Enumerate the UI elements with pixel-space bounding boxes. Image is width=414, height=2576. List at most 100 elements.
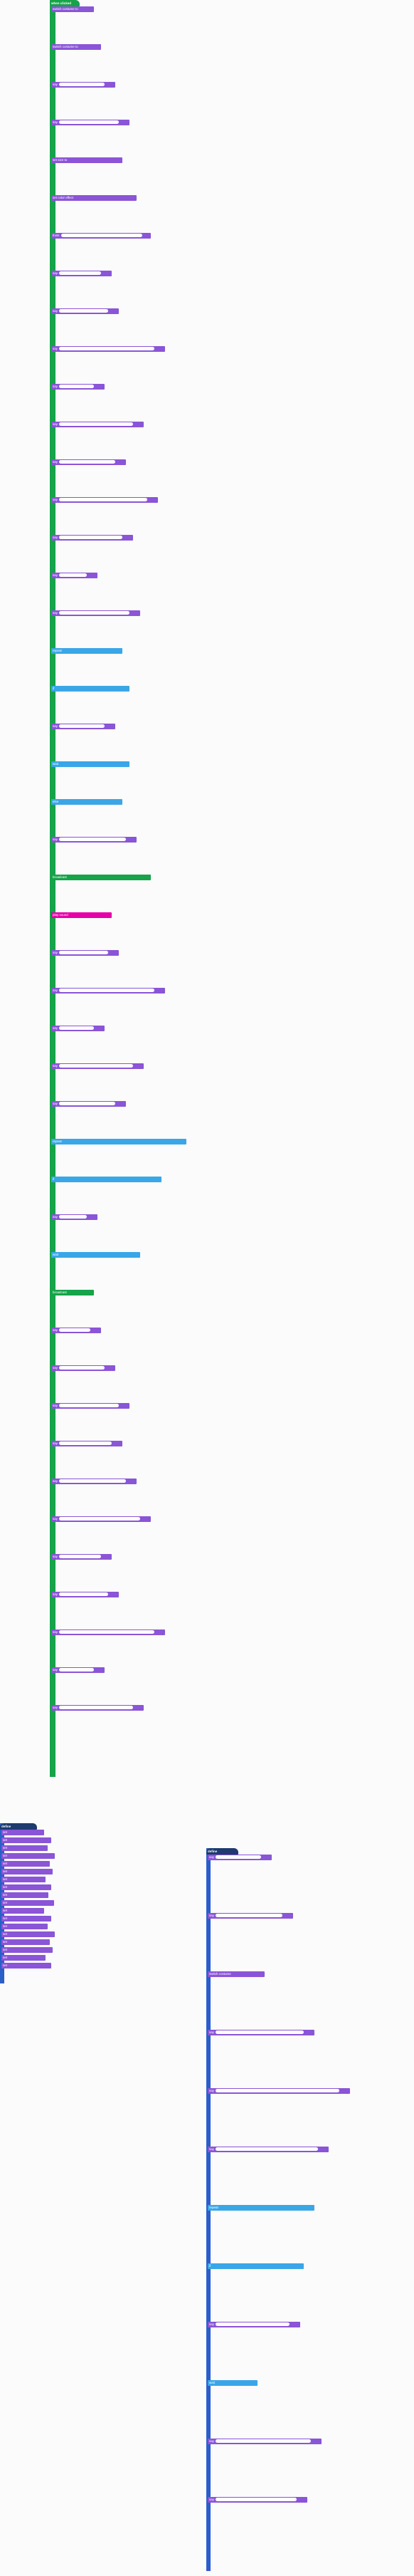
text-input[interactable] <box>59 611 130 615</box>
text-input[interactable] <box>59 838 127 842</box>
text-input[interactable] <box>59 1215 87 1219</box>
text-input[interactable] <box>59 573 87 578</box>
text-input[interactable] <box>59 347 155 351</box>
main-block[interactable]: think <box>51 233 151 239</box>
main-block[interactable]: say <box>51 837 137 843</box>
text-input[interactable] <box>59 536 123 540</box>
main-block[interactable]: say <box>51 1214 97 1220</box>
main-block[interactable]: switch costume to <box>51 44 101 50</box>
left-block[interactable]: set <box>1 1963 51 1968</box>
main-block[interactable]: say <box>51 271 112 276</box>
right-block[interactable]: repeat <box>208 2205 314 2211</box>
text-input[interactable] <box>59 1555 102 1559</box>
text-input[interactable] <box>216 1855 262 1860</box>
left-block[interactable]: set <box>1 1908 44 1914</box>
right-block[interactable]: say <box>208 2088 350 2094</box>
main-block[interactable]: wait <box>51 1252 140 1258</box>
main-block[interactable]: say <box>51 82 115 88</box>
main-block[interactable]: say <box>51 422 144 427</box>
main-block[interactable]: say <box>51 1479 137 1484</box>
main-block[interactable]: switch costume to <box>51 6 94 12</box>
right-block[interactable]: say <box>208 1913 293 1919</box>
text-input[interactable] <box>59 271 102 276</box>
left-block[interactable]: set <box>1 1892 48 1898</box>
main-block[interactable]: say <box>51 1667 105 1673</box>
main-block[interactable]: say <box>51 535 133 541</box>
text-input[interactable] <box>216 2439 312 2444</box>
main-block[interactable]: say <box>51 1403 129 1409</box>
main-block[interactable]: say <box>51 497 158 503</box>
text-input[interactable] <box>59 1102 116 1106</box>
text-input[interactable] <box>59 1517 141 1521</box>
main-block[interactable]: say <box>51 346 165 352</box>
text-input[interactable] <box>60 234 142 238</box>
left-block[interactable]: set <box>1 1845 48 1851</box>
main-block[interactable]: if <box>51 686 129 692</box>
text-input[interactable] <box>216 2089 340 2093</box>
text-input[interactable] <box>59 989 155 993</box>
text-input[interactable] <box>59 460 116 464</box>
left-block[interactable]: set <box>1 1939 50 1945</box>
right-block[interactable]: say <box>208 2322 300 2327</box>
main-block[interactable]: say <box>51 610 140 616</box>
main-block[interactable]: else <box>51 799 122 805</box>
text-input[interactable] <box>216 2147 319 2152</box>
text-input[interactable] <box>59 422 134 427</box>
main-block[interactable]: say <box>51 1629 165 1635</box>
left-block[interactable]: set <box>1 1861 50 1867</box>
text-input[interactable] <box>59 385 95 389</box>
main-block[interactable]: broadcast <box>51 1290 94 1295</box>
left-block[interactable]: set <box>1 1869 53 1874</box>
text-input[interactable] <box>59 1441 112 1446</box>
text-input[interactable] <box>216 2498 297 2502</box>
main-block[interactable]: wait <box>51 761 129 767</box>
main-block[interactable]: say <box>51 1441 122 1446</box>
left-block[interactable]: set <box>1 1853 55 1859</box>
main-block[interactable]: say <box>51 1101 126 1107</box>
text-input[interactable] <box>59 1366 105 1370</box>
main-block[interactable]: say <box>51 1026 105 1031</box>
text-input[interactable] <box>59 1328 91 1333</box>
left-block[interactable]: set <box>1 1884 51 1890</box>
main-block[interactable]: play sound <box>51 912 112 918</box>
right-block[interactable]: say <box>208 2147 329 2152</box>
main-block[interactable]: say <box>51 1365 115 1371</box>
text-input[interactable] <box>59 1630 155 1634</box>
text-input[interactable] <box>59 1479 127 1483</box>
text-input[interactable] <box>59 1026 95 1031</box>
left-block[interactable]: set <box>1 1947 53 1953</box>
left-block[interactable]: set <box>1 1916 51 1921</box>
text-input[interactable] <box>59 1592 109 1597</box>
main-block[interactable]: if <box>51 1177 161 1182</box>
main-block[interactable]: say <box>51 120 129 125</box>
left-block[interactable]: set <box>1 1900 54 1906</box>
text-input[interactable] <box>59 83 105 87</box>
main-block[interactable]: say <box>51 724 115 729</box>
left-block[interactable]: set <box>1 1955 46 1961</box>
text-input[interactable] <box>59 951 109 955</box>
main-block[interactable]: say <box>51 308 119 314</box>
main-block[interactable]: say <box>51 950 119 956</box>
main-block[interactable]: say <box>51 1063 144 1069</box>
right-block[interactable]: wait <box>208 2380 258 2386</box>
text-input[interactable] <box>59 120 120 125</box>
text-input[interactable] <box>59 1706 134 1710</box>
left-block[interactable]: set <box>1 1924 48 1929</box>
text-input[interactable] <box>59 498 148 502</box>
text-input[interactable] <box>216 2322 290 2327</box>
main-block[interactable]: say <box>51 384 105 390</box>
left-block[interactable]: set <box>1 1830 44 1835</box>
main-block[interactable]: say <box>51 1592 119 1597</box>
right-block[interactable]: say <box>208 2439 322 2444</box>
main-block[interactable]: repeat <box>51 648 122 654</box>
right-block[interactable]: say <box>208 2497 307 2503</box>
left-hat-block[interactable]: define <box>0 1823 37 1830</box>
left-block[interactable]: set <box>1 1931 55 1937</box>
text-input[interactable] <box>59 1668 95 1672</box>
main-block[interactable]: say <box>51 988 165 994</box>
text-input[interactable] <box>216 2030 304 2035</box>
text-input[interactable] <box>59 309 109 313</box>
left-block[interactable]: set <box>1 1837 51 1843</box>
text-input[interactable] <box>59 1404 120 1408</box>
main-block[interactable]: set size to <box>51 157 122 163</box>
